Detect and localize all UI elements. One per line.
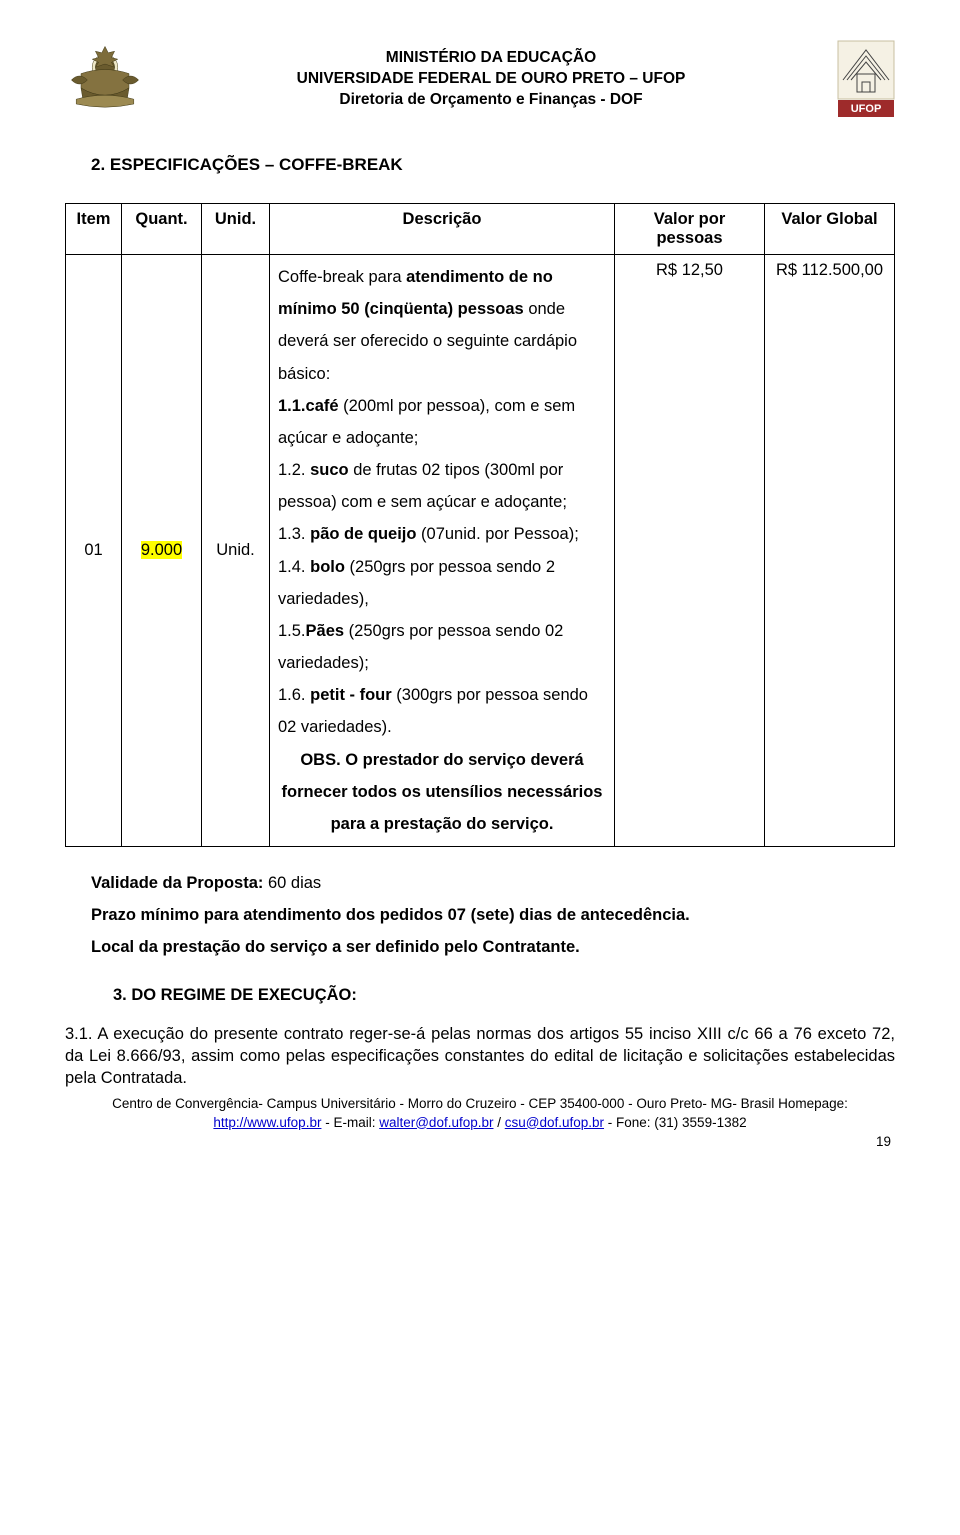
cell-item: 01 [66,255,122,847]
col-unid: Unid. [202,204,270,255]
page-number: 19 [65,1134,895,1149]
cell-quant: 9.000 [122,255,202,847]
clause-3-1: 3.1. A execução do presente contrato reg… [65,1023,895,1090]
ufop-logo: UFOP [837,40,895,118]
homepage-link[interactable]: http://www.ufop.br [213,1115,321,1130]
university-line: UNIVERSIDADE FEDERAL DE OURO PRETO – UFO… [145,69,837,90]
department-line: Diretoria de Orçamento e Finanças - DOF [145,90,837,111]
cell-valor-global: R$ 112.500,00 [765,255,895,847]
cell-unid: Unid. [202,255,270,847]
col-quant: Quant. [122,204,202,255]
letterhead: MINISTÉRIO DA EDUCAÇÃO UNIVERSIDADE FEDE… [65,40,895,120]
page-footer: Centro de Convergência- Campus Universit… [65,1095,895,1131]
letterhead-text: MINISTÉRIO DA EDUCAÇÃO UNIVERSIDADE FEDE… [145,40,837,111]
section-3-title: 3. DO REGIME DE EXECUÇÃO: [113,986,895,1005]
section-2-title: 2. ESPECIFICAÇÕES – COFFE-BREAK [91,155,895,175]
coat-of-arms-icon [65,40,145,120]
proposal-info: Validade da Proposta: 60 dias Prazo míni… [91,867,895,964]
email-link-1[interactable]: walter@dof.ufop.br [379,1115,493,1130]
email-link-2[interactable]: csu@dof.ufop.br [505,1115,604,1130]
table-row: 01 9.000 Unid. Coffe-break para atendime… [66,255,895,847]
cell-description: Coffe-break para atendimento de no mínim… [270,255,615,847]
col-desc: Descrição [270,204,615,255]
table-header-row: Item Quant. Unid. Descrição Valor por pe… [66,204,895,255]
footer-address: Centro de Convergência- Campus Universit… [112,1096,848,1111]
obs-text: OBS. O prestador do serviço deverá forne… [282,751,603,833]
page: MINISTÉRIO DA EDUCAÇÃO UNIVERSIDADE FEDE… [0,0,960,1179]
local-text: Local da prestação do serviço a ser defi… [91,931,895,963]
logo-label: UFOP [851,103,882,115]
col-item: Item [66,204,122,255]
col-valor-pessoas: Valor por pessoas [615,204,765,255]
ministry-line: MINISTÉRIO DA EDUCAÇÃO [145,48,837,69]
prazo-text: Prazo mínimo para atendimento dos pedido… [91,899,895,931]
spec-table: Item Quant. Unid. Descrição Valor por pe… [65,203,895,847]
col-valor-global: Valor Global [765,204,895,255]
quant-highlight: 9.000 [141,541,182,559]
cell-valor-pessoas: R$ 12,50 [615,255,765,847]
